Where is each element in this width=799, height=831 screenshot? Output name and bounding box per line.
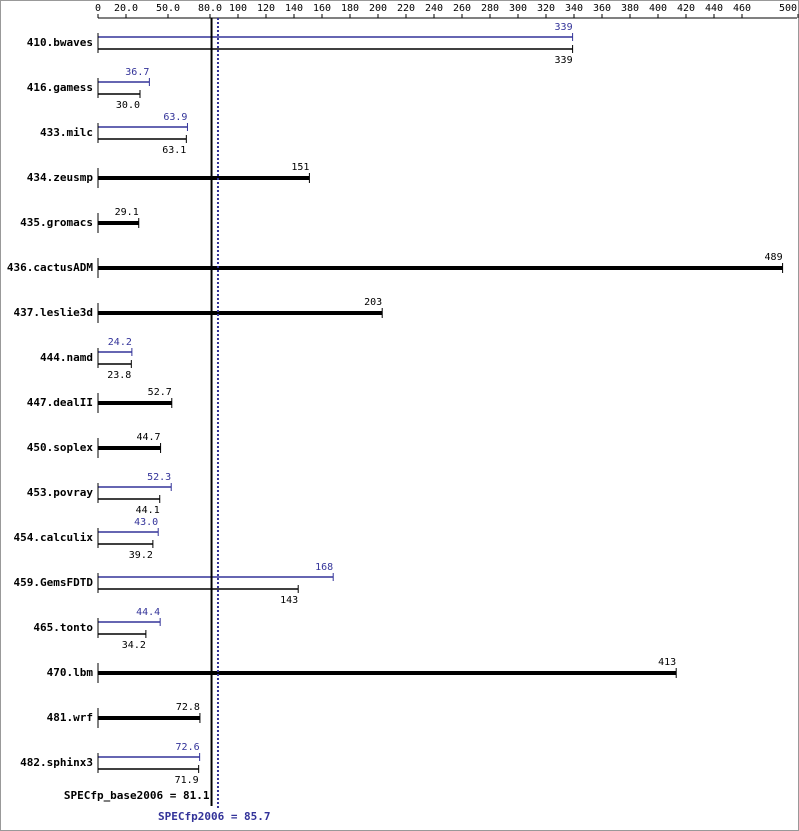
x-tick-label: 260: [453, 3, 471, 14]
category-label: 435.gromacs: [20, 216, 93, 229]
category-label: 459.GemsFDTD: [14, 576, 94, 589]
x-tick-label: 380: [621, 3, 639, 14]
x-tick-label: 20.0: [114, 3, 138, 14]
x-tick-label: 280: [481, 3, 499, 14]
x-tick-label: 500: [779, 3, 797, 14]
category-label: 436.cactusADM: [7, 261, 93, 274]
value-label: 203: [364, 297, 382, 308]
x-tick-label: 160: [313, 3, 331, 14]
category-label: 470.lbm: [47, 666, 94, 679]
x-tick-label: 120: [257, 3, 275, 14]
value-label: 43.0: [134, 517, 158, 528]
value-label: 23.8: [107, 370, 131, 381]
value-label: 39.2: [129, 550, 153, 561]
category-label: 482.sphinx3: [20, 756, 93, 769]
x-tick-label: 80.0: [198, 3, 222, 14]
value-label: 72.8: [176, 702, 200, 713]
value-label: 63.9: [163, 112, 187, 123]
value-label: 339: [555, 22, 573, 33]
value-label: 24.2: [108, 337, 132, 348]
category-label: 433.milc: [40, 126, 93, 139]
x-tick-label: 300: [509, 3, 527, 14]
x-tick-label: 220: [397, 3, 415, 14]
value-label: 30.0: [116, 100, 140, 111]
x-tick-label: 440: [705, 3, 723, 14]
category-label: 481.wrf: [47, 711, 93, 724]
x-tick-label: 420: [677, 3, 695, 14]
x-tick-label: 100: [229, 3, 247, 14]
value-label: 151: [291, 162, 309, 173]
category-label: 416.gamess: [27, 81, 93, 94]
value-label: 168: [315, 562, 333, 573]
reference-label: SPECfp_base2006 = 81.1: [64, 789, 210, 802]
value-label: 72.6: [176, 742, 200, 753]
x-tick-label: 50.0: [156, 3, 180, 14]
category-label: 437.leslie3d: [14, 306, 93, 319]
value-label: 29.1: [115, 207, 139, 218]
category-label: 450.soplex: [27, 441, 94, 454]
value-label: 413: [658, 657, 676, 668]
x-tick-label: 360: [593, 3, 611, 14]
category-label: 444.namd: [40, 351, 93, 364]
value-label: 339: [555, 55, 573, 66]
value-label: 63.1: [162, 145, 186, 156]
value-label: 52.3: [147, 472, 171, 483]
category-label: 454.calculix: [14, 531, 94, 544]
x-tick-label: 460: [733, 3, 751, 14]
value-label: 44.4: [136, 607, 160, 618]
x-tick-label: 200: [369, 3, 387, 14]
x-tick-label: 180: [341, 3, 359, 14]
value-label: 44.1: [136, 505, 160, 516]
category-label: 434.zeusmp: [27, 171, 94, 184]
value-label: 44.7: [136, 432, 160, 443]
x-tick-label: 340: [565, 3, 583, 14]
x-tick-label: 240: [425, 3, 443, 14]
category-label: 453.povray: [27, 486, 94, 499]
x-tick-label: 320: [537, 3, 555, 14]
value-label: 52.7: [148, 387, 172, 398]
reference-label: SPECfp2006 = 85.7: [158, 810, 271, 823]
x-tick-label: 400: [649, 3, 667, 14]
value-label: 36.7: [125, 67, 149, 78]
x-tick-label: 140: [285, 3, 303, 14]
value-label: 143: [280, 595, 298, 606]
category-label: 465.tonto: [33, 621, 93, 634]
category-label: 410.bwaves: [27, 36, 93, 49]
value-label: 71.9: [175, 775, 199, 786]
category-label: 447.dealII: [27, 396, 93, 409]
x-tick-label: 0: [95, 3, 101, 14]
value-label: 34.2: [122, 640, 146, 651]
value-label: 489: [765, 252, 783, 263]
